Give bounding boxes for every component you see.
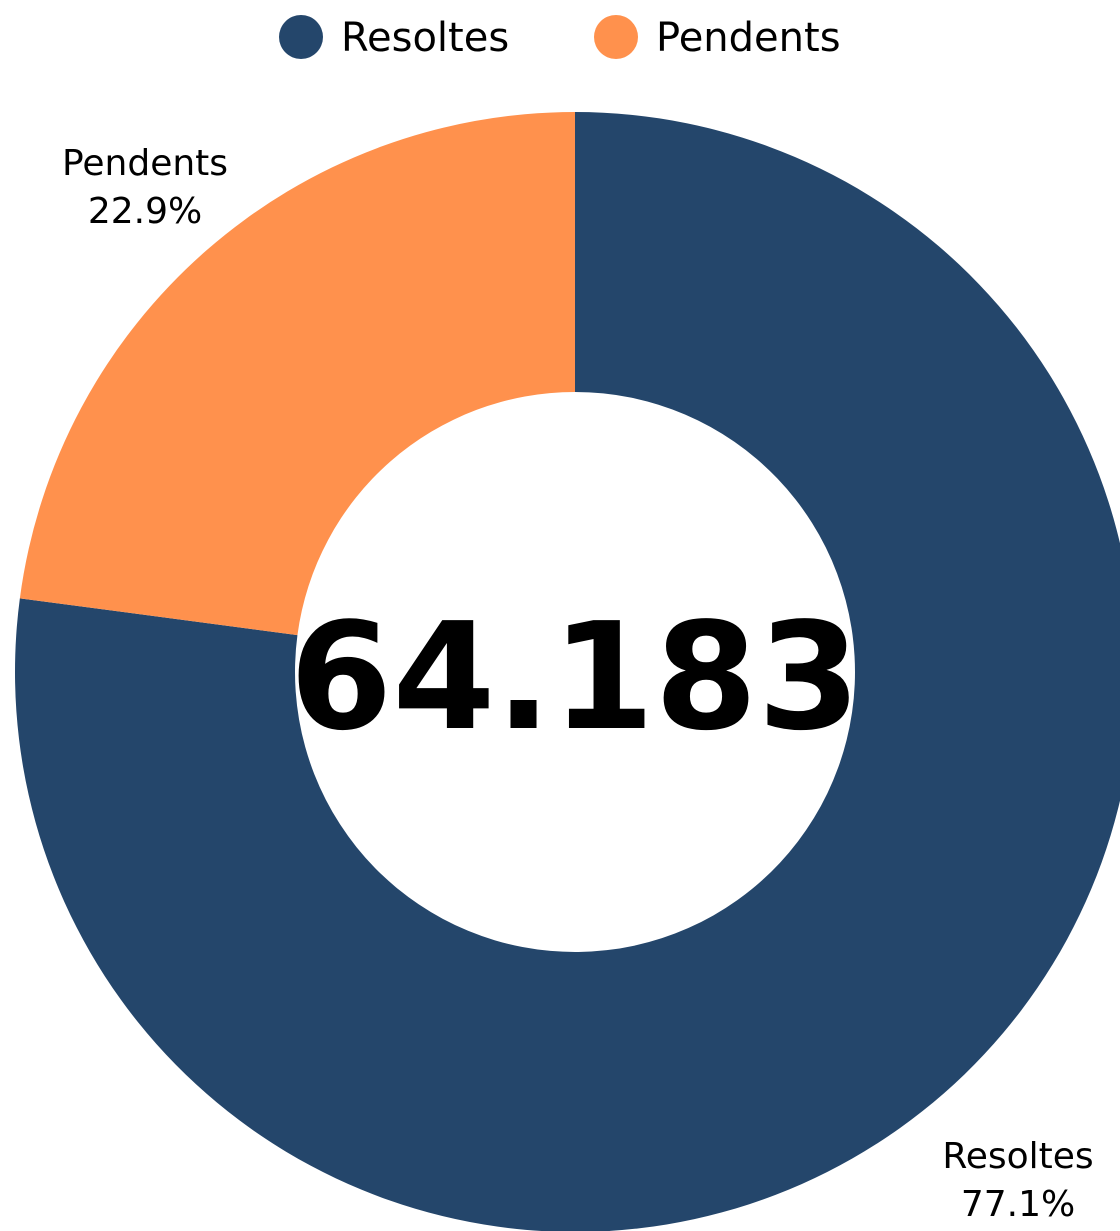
legend-label-resoltes: Resoltes [341, 15, 509, 61]
slice-label-pendents-percent: 22.9% [88, 191, 202, 232]
legend-swatch-resoltes [279, 15, 323, 59]
legend: Resoltes Pendents [279, 15, 841, 61]
legend-item-resoltes[interactable]: Resoltes [279, 15, 509, 61]
slice-label-resoltes-name: Resoltes [942, 1136, 1093, 1177]
slice-resoltes[interactable] [15, 112, 1120, 1231]
legend-item-pendents[interactable]: Pendents [594, 15, 841, 61]
slice-pendents[interactable] [19, 112, 575, 636]
center-total: 64.183 [289, 591, 860, 763]
slice-label-pendents-name: Pendents [62, 143, 228, 184]
slice-label-pendents: Pendents 22.9% [62, 143, 228, 232]
legend-label-pendents: Pendents [656, 15, 841, 61]
donut-slices [15, 112, 1120, 1231]
slice-label-resoltes: Resoltes 77.1% [942, 1136, 1093, 1225]
legend-swatch-pendents [594, 15, 638, 59]
slice-label-resoltes-percent: 77.1% [961, 1184, 1075, 1225]
